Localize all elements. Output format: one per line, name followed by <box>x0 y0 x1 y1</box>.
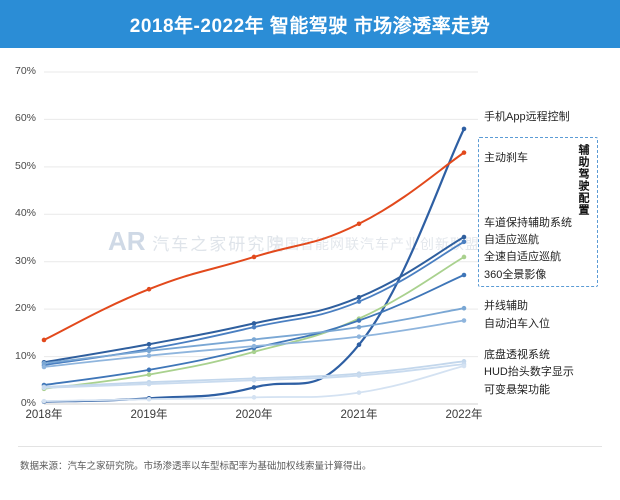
series-marker <box>146 372 152 377</box>
assisted-driving-group-label: 辅助驾驶配置 <box>577 144 589 216</box>
series-marker <box>146 367 152 373</box>
footer-divider <box>18 446 602 447</box>
series-marker <box>461 234 467 240</box>
series-marker <box>461 272 467 278</box>
y-axis-tick-label: 30% <box>14 254 36 267</box>
series-label: 自适应巡航 <box>484 234 539 246</box>
series-marker <box>251 349 257 355</box>
series-marker <box>41 385 47 391</box>
series-label: 360全景影像 <box>484 269 547 281</box>
y-axis-tick-label: 50% <box>14 159 36 172</box>
y-axis-tick-label: 10% <box>14 349 36 362</box>
series-marker <box>461 254 467 260</box>
series-marker <box>461 126 467 132</box>
series-marker <box>41 337 47 343</box>
series-marker <box>356 334 362 339</box>
series-marker <box>356 342 362 348</box>
series-marker <box>146 348 152 354</box>
series-marker <box>41 360 47 366</box>
series-marker <box>461 239 467 245</box>
series-markers <box>41 126 467 404</box>
series-marker <box>356 221 362 227</box>
series-label: 主动刹车 <box>484 152 528 164</box>
assisted-driving-group-box <box>478 137 598 287</box>
series-marker <box>251 377 257 383</box>
series-label: 底盘透视系统 <box>484 349 550 361</box>
series-marker <box>251 385 257 390</box>
series-marker <box>251 324 257 330</box>
series-marker <box>356 373 362 378</box>
header-bar <box>0 0 620 48</box>
series-lines <box>42 127 466 403</box>
series-marker <box>41 364 47 370</box>
line-chart-svg <box>41 71 478 405</box>
series-marker <box>146 381 152 387</box>
series-marker <box>251 337 257 342</box>
x-axis-tick-label: 2022年 <box>445 409 483 421</box>
series-marker <box>356 324 362 330</box>
series-label: 并线辅助 <box>484 300 528 312</box>
series-label: 全速自适应巡航 <box>484 251 561 263</box>
y-axis-tick-label: 40% <box>14 207 36 220</box>
page-title: 2018年-2022年 智能驾驶 市场渗透率走势 <box>129 15 491 37</box>
series-marker <box>251 395 257 400</box>
series-label: 手机App远程控制 <box>484 111 570 123</box>
series-line <box>43 151 465 341</box>
series-marker <box>251 254 257 260</box>
data-source-note: 数据来源：汽车之家研究院。市场渗透率以车型标配率为基础加权线索量计算得出。 <box>20 461 372 472</box>
series-marker <box>461 150 467 155</box>
series-marker <box>461 363 467 369</box>
x-axis-tick-label: 2021年 <box>340 409 378 421</box>
y-axis-tick-label: 0% <box>20 397 36 409</box>
series-marker <box>146 341 152 347</box>
series-marker <box>251 321 257 326</box>
gridlines <box>44 71 478 405</box>
series-marker <box>461 318 467 323</box>
series-marker <box>461 305 467 311</box>
series-line <box>43 307 465 365</box>
x-axis-tick-label: 2019年 <box>130 409 168 421</box>
series-label: 自动泊车入位 <box>484 318 550 330</box>
series-marker <box>146 353 152 358</box>
x-axis-tick-label: 2020年 <box>235 409 273 421</box>
series-marker <box>356 390 362 395</box>
y-axis-tick-label: 60% <box>14 112 36 125</box>
series-marker <box>146 396 152 402</box>
y-axis-tick-label: 20% <box>14 302 36 315</box>
series-marker <box>251 343 257 349</box>
series-label: HUD抬头数字显示 <box>484 366 574 378</box>
series-marker <box>356 299 362 304</box>
series-marker <box>41 398 47 404</box>
series-label: 可变悬架功能 <box>484 384 550 396</box>
x-axis-tick-label: 2018年 <box>25 409 63 421</box>
series-label: 车道保持辅助系统 <box>484 217 572 229</box>
series-marker <box>356 318 362 323</box>
chart-plot-area: AR 汽车之家研究院 中国智能网联汽车产业创新联盟 0% 10% 20% 30% 40%… <box>0 48 620 500</box>
series-marker <box>356 294 362 300</box>
series-marker <box>146 286 152 292</box>
y-axis-tick-label: 70% <box>14 65 36 77</box>
